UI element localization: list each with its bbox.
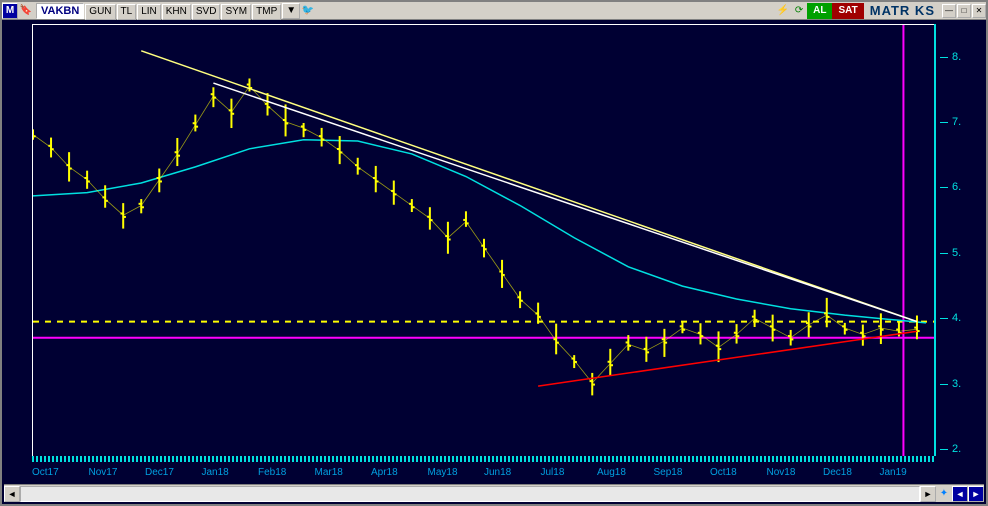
toolbar: M 🔖 VAKBN GUNTLLINKHNSVDSYMTMP ▼ 🐦 ⚡ ⟳ A… <box>2 2 986 20</box>
svd-button[interactable]: SVD <box>192 4 221 20</box>
sym-button[interactable]: SYM <box>221 4 251 20</box>
nav-right-button[interactable]: ► <box>968 486 984 502</box>
chart-window: M 🔖 VAKBN GUNTLLINKHNSVDSYMTMP ▼ 🐦 ⚡ ⟳ A… <box>0 0 988 506</box>
y-tick: 4. <box>940 312 984 324</box>
x-axis-labels: Oct17 Nov17 Dec17 Jan18 Feb18 Mar18 Apr18 May18… <box>32 460 936 478</box>
flag-icon: 🔖 <box>18 3 34 19</box>
chart-area[interactable]: 2. 3. 4. 5. 6. 7. 8. Oct17 Nov17 Dec17 Jan18 Feb18… <box>4 20 984 482</box>
twitter-icon[interactable]: 🐦 <box>300 3 316 19</box>
x-label: May18 <box>428 467 458 478</box>
y-tick: 8. <box>940 51 984 63</box>
tl-button[interactable]: TL <box>117 4 137 20</box>
x-label: Nov17 <box>89 467 118 478</box>
tool-icon[interactable]: ✦ <box>936 486 952 502</box>
x-label: Oct17 <box>32 467 59 478</box>
ticker-symbol[interactable]: VAKBN <box>36 3 84 19</box>
y-tick: 7. <box>940 116 984 128</box>
maximize-button[interactable]: □ <box>957 4 971 18</box>
y-axis <box>934 24 936 458</box>
y-tick: 6. <box>940 181 984 193</box>
x-label: Jun18 <box>484 467 511 478</box>
scroll-left-button[interactable]: ◄ <box>4 486 20 502</box>
x-label: Nov18 <box>767 467 796 478</box>
dropdown-button[interactable]: ▼ <box>282 3 300 19</box>
x-label: Apr18 <box>371 467 398 478</box>
x-label: Mar18 <box>315 467 343 478</box>
x-label: Jan19 <box>880 467 907 478</box>
scrollbar[interactable]: ◄ ► ✦ ◄ ► <box>4 484 984 502</box>
y-tick: 2. <box>940 443 984 455</box>
nav-left-button[interactable]: ◄ <box>952 486 968 502</box>
x-label: Aug18 <box>597 467 626 478</box>
x-label: Feb18 <box>258 467 286 478</box>
x-label: Sep18 <box>654 467 683 478</box>
refresh-icon[interactable]: ⟳ <box>791 3 807 19</box>
brand-label: MATR KS <box>864 3 941 18</box>
gun-button[interactable]: GUN <box>85 4 115 20</box>
y-tick: 3. <box>940 378 984 390</box>
bolt-icon[interactable]: ⚡ <box>775 3 791 19</box>
lin-button[interactable]: LIN <box>137 4 161 20</box>
x-label: Jul18 <box>541 467 565 478</box>
khn-button[interactable]: KHN <box>162 4 191 20</box>
scroll-track[interactable] <box>20 486 920 502</box>
buy-button[interactable]: AL <box>807 3 832 19</box>
tmp-button[interactable]: TMP <box>252 4 281 20</box>
app-icon: M <box>2 3 18 19</box>
x-label: Oct18 <box>710 467 737 478</box>
chart-plot[interactable] <box>32 24 936 458</box>
x-label: Dec18 <box>823 467 852 478</box>
x-label: Jan18 <box>202 467 229 478</box>
close-button[interactable]: ✕ <box>972 4 986 18</box>
minimize-button[interactable]: ― <box>942 4 956 18</box>
x-label: Dec17 <box>145 467 174 478</box>
sell-button[interactable]: SAT <box>832 3 863 19</box>
scroll-right-button[interactable]: ► <box>920 486 936 502</box>
y-tick: 5. <box>940 247 984 259</box>
